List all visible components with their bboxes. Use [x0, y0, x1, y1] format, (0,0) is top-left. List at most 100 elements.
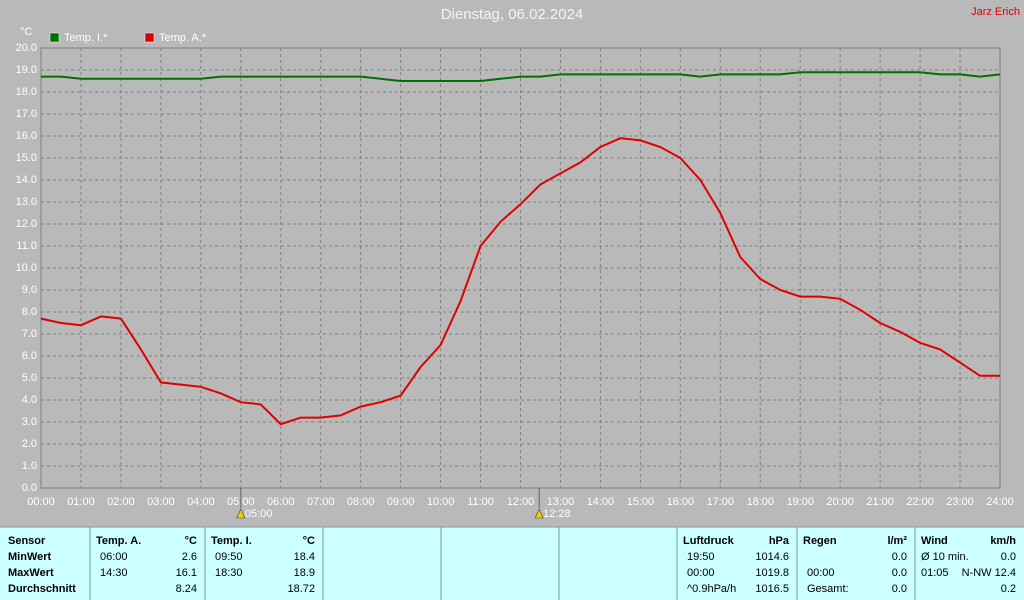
cell-time: Ø 10 min. — [921, 551, 969, 563]
x-tick-label: 12:00 — [507, 496, 535, 508]
cell-value: 18.72 — [287, 583, 315, 595]
y-tick-label: 1.0 — [22, 460, 37, 472]
cell-value: 1019.8 — [755, 567, 789, 579]
cell-value: 0.2 — [1001, 583, 1016, 595]
y-tick-label: 11.0 — [16, 240, 37, 252]
annotation-label: 05:00 — [245, 508, 273, 520]
row-label: Durchschnitt — [8, 583, 76, 595]
cell-value: 16.1 — [176, 567, 197, 579]
column-unit: °C — [185, 535, 197, 547]
y-tick-label: 15.0 — [16, 152, 37, 164]
row-label: Sensor — [8, 535, 46, 547]
y-tick-label: 17.0 — [16, 108, 37, 120]
x-tick-label: 00:00 — [27, 496, 55, 508]
x-tick-label: 03:00 — [147, 496, 175, 508]
x-tick-label: 13:00 — [547, 496, 575, 508]
cell-value: 1014.6 — [755, 551, 789, 563]
y-tick-label: 3.0 — [22, 416, 37, 428]
cell-value: 8.24 — [176, 583, 197, 595]
y-tick-label: 2.0 — [22, 438, 37, 450]
cell-time: 19:50 — [687, 551, 715, 563]
x-tick-label: 14:00 — [587, 496, 615, 508]
y-tick-label: 13.0 — [16, 196, 37, 208]
x-tick-label: 24:00 — [986, 496, 1014, 508]
row-label: MinWert — [8, 551, 52, 563]
cell-value: 2.6 — [182, 551, 197, 563]
x-tick-label: 10:00 — [427, 496, 455, 508]
legend-label: Temp. A.* — [159, 32, 207, 44]
x-tick-label: 19:00 — [786, 496, 814, 508]
x-tick-label: 20:00 — [826, 496, 854, 508]
y-tick-label: 7.0 — [22, 328, 37, 340]
x-tick-label: 17:00 — [707, 496, 735, 508]
legend-swatch — [144, 32, 155, 43]
cell-value: 0.0 — [892, 567, 907, 579]
author: Jarz Erich — [971, 6, 1020, 18]
column-header: Luftdruck — [683, 535, 735, 547]
x-tick-label: 06:00 — [267, 496, 295, 508]
column-header: Wind — [921, 535, 948, 547]
x-tick-label: 08:00 — [347, 496, 375, 508]
annotation-label: 12:28 — [543, 508, 571, 520]
y-unit: °C — [20, 26, 32, 38]
x-tick-label: 07:00 — [307, 496, 335, 508]
column-unit: km/h — [990, 535, 1016, 547]
column-unit: l/m² — [887, 535, 907, 547]
cell-value: N-NW 12.4 — [962, 567, 1016, 579]
y-tick-label: 14.0 — [16, 174, 37, 186]
y-tick-label: 8.0 — [22, 306, 37, 318]
cell-value: 0.0 — [892, 551, 907, 563]
y-tick-label: 20.0 — [16, 42, 37, 54]
x-tick-label: 22:00 — [906, 496, 934, 508]
cell-time: 09:50 — [215, 551, 243, 563]
cell-time: 06:00 — [100, 551, 128, 563]
x-tick-label: 04:00 — [187, 496, 215, 508]
table-background — [0, 527, 1024, 600]
x-tick-label: 02:00 — [107, 496, 135, 508]
y-tick-label: 10.0 — [16, 262, 37, 274]
column-header: Temp. A. — [96, 535, 141, 547]
row-label: MaxWert — [8, 567, 54, 579]
y-tick-label: 12.0 — [16, 218, 37, 230]
plot-frame — [40, 47, 1001, 489]
y-tick-label: 19.0 — [16, 64, 37, 76]
cell-time: 18:30 — [215, 567, 243, 579]
y-tick-label: 9.0 — [22, 284, 37, 296]
y-tick-label: 6.0 — [22, 350, 37, 362]
y-tick-label: 4.0 — [22, 394, 37, 406]
column-header: Regen — [803, 535, 837, 547]
x-tick-label: 21:00 — [866, 496, 894, 508]
legend-label: Temp. I.* — [64, 32, 108, 44]
legend-swatch — [49, 32, 60, 43]
column-unit: °C — [303, 535, 315, 547]
x-tick-label: 11:00 — [467, 496, 494, 508]
cell-value: 1016.5 — [755, 583, 789, 595]
x-tick-label: 18:00 — [746, 496, 774, 508]
x-tick-label: 15:00 — [627, 496, 655, 508]
annotation-icon — [236, 508, 246, 519]
chart-title: Dienstag, 06.02.2024 — [441, 6, 584, 23]
cell-value: 0.0 — [1001, 551, 1016, 563]
x-tick-label: 16:00 — [667, 496, 695, 508]
cell-time: 01:05 — [921, 567, 949, 579]
cell-time: ^0.9hPa/h — [687, 583, 736, 595]
cell-value: 18.9 — [294, 567, 315, 579]
x-tick-label: 23:00 — [946, 496, 974, 508]
cell-time: Gesamt: — [807, 583, 849, 595]
y-tick-label: 16.0 — [16, 130, 37, 142]
x-tick-label: 01:00 — [67, 496, 95, 508]
cell-value: 18.4 — [294, 551, 315, 563]
data-line — [41, 71, 1001, 82]
cell-time: 00:00 — [687, 567, 715, 579]
cell-time: 14:30 — [100, 567, 128, 579]
y-tick-label: 0.0 — [22, 482, 37, 494]
y-tick-label: 5.0 — [22, 372, 37, 384]
cell-value: 0.0 — [892, 583, 907, 595]
column-unit: hPa — [769, 535, 790, 547]
cell-time: 00:00 — [807, 567, 835, 579]
chart-background — [0, 0, 1024, 527]
annotation-icon — [534, 508, 544, 519]
column-header: Temp. I. — [211, 535, 252, 547]
